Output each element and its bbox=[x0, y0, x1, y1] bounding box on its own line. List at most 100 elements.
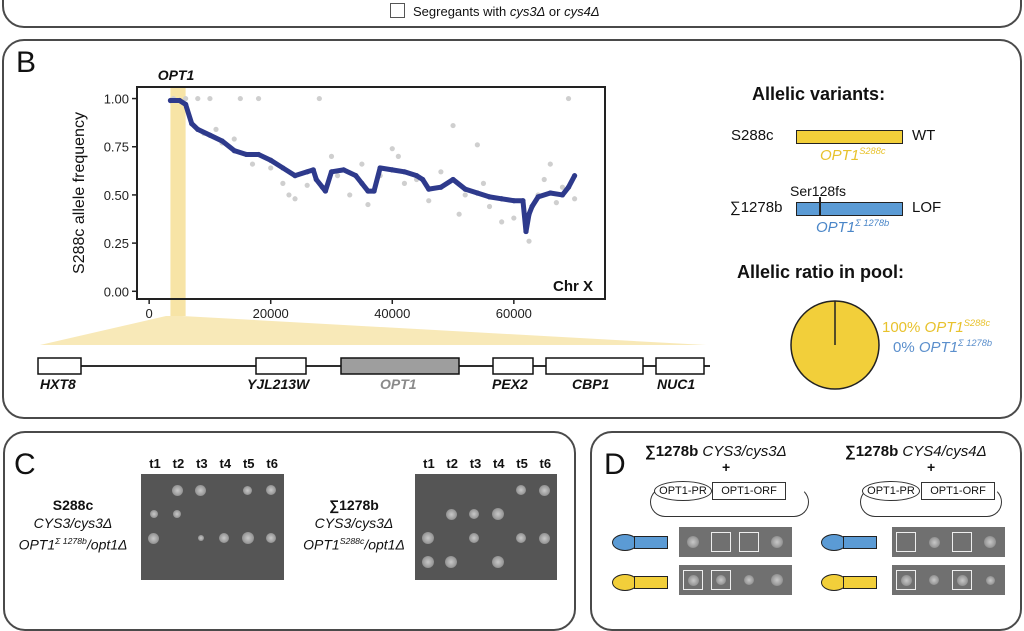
orf-rect bbox=[634, 536, 668, 549]
trend-point bbox=[341, 167, 347, 173]
tetrad-plate-right bbox=[415, 474, 557, 580]
allele-frequency-chart: 0.00 0.25 0.50 0.75 1.00 0 20000 40000 60000 S2… bbox=[37, 67, 710, 375]
trend-point bbox=[389, 167, 395, 173]
allele-text: OPT1 bbox=[18, 536, 56, 553]
raw-point bbox=[347, 192, 353, 198]
allele-sup: S288c bbox=[339, 536, 365, 546]
title-locus: CYS3/cys3Δ bbox=[702, 443, 787, 460]
panel-b-letter: B bbox=[16, 46, 37, 79]
trend-point bbox=[219, 138, 225, 144]
time-label-t2: t2 bbox=[172, 456, 185, 471]
trend-point bbox=[365, 188, 371, 194]
gene-nuc1 bbox=[655, 357, 705, 375]
raw-point bbox=[213, 126, 219, 132]
allelic-variants-title: Allelic variants: bbox=[752, 84, 886, 104]
plasmid-backbone bbox=[650, 487, 809, 517]
trend-point bbox=[547, 190, 553, 196]
raw-point bbox=[389, 146, 395, 152]
colony-spot bbox=[469, 509, 480, 519]
highlight-box bbox=[683, 570, 703, 590]
allele-sup: Σ 1278b bbox=[855, 218, 890, 228]
trend-point bbox=[189, 121, 195, 127]
trend-point bbox=[572, 173, 578, 179]
allele-sup: S288c bbox=[859, 146, 886, 156]
construct-right-title: ∑1278b CYS4/cys4Δ bbox=[845, 443, 987, 460]
ratio-pct: 100% bbox=[882, 319, 921, 336]
colony-spot bbox=[195, 484, 207, 496]
spot-assay-strip bbox=[892, 565, 1005, 595]
gene-label-hxt8: HXT8 bbox=[40, 376, 76, 392]
raw-point bbox=[438, 169, 444, 175]
trend-line bbox=[170, 97, 577, 235]
trend-point bbox=[413, 173, 420, 179]
sigma-status: LOF bbox=[912, 199, 942, 216]
promoter-box: OPT1-PR bbox=[862, 481, 920, 501]
raw-point bbox=[334, 173, 341, 179]
colony-spot bbox=[956, 574, 968, 586]
trend-point bbox=[462, 186, 468, 192]
trend-point bbox=[183, 101, 189, 107]
gene-cbp1 bbox=[545, 357, 644, 375]
allele-sup: S288c bbox=[963, 318, 991, 328]
allele-text: OPT1 bbox=[924, 319, 964, 336]
trend-point bbox=[255, 151, 262, 158]
time-label-t5: t5 bbox=[242, 456, 255, 471]
highlight-label: OPT1 bbox=[158, 67, 195, 83]
colony-spot bbox=[491, 508, 504, 520]
raw-point bbox=[480, 180, 487, 186]
gene-label-cbp1: CBP1 bbox=[572, 376, 610, 392]
strain-locus: CYS3/cys3Δ bbox=[314, 515, 394, 531]
raw-point bbox=[456, 211, 462, 217]
s288c-strain-label: S288c bbox=[731, 127, 774, 144]
colony-spot bbox=[984, 536, 996, 548]
strain-opt1-genotype: OPT1Σ 1278b/opt1Δ bbox=[6, 532, 140, 554]
raw-point bbox=[316, 95, 322, 102]
construct-glyph bbox=[612, 532, 692, 552]
time-label-t1: t1 bbox=[149, 456, 161, 471]
trend-point bbox=[322, 188, 329, 194]
raw-point bbox=[249, 161, 256, 167]
plasmid-left: OPT1-PR OPT1-ORF bbox=[650, 479, 810, 517]
tetrad-plate-left bbox=[141, 474, 284, 580]
allelic-ratio-pie bbox=[790, 300, 880, 390]
sigma-allele-bar bbox=[796, 197, 903, 216]
gene-label-nuc1: NUC1 bbox=[657, 376, 696, 392]
time-label-t4: t4 bbox=[492, 456, 505, 471]
colony-spot bbox=[491, 556, 504, 568]
strain-opt1-genotype: OPT1S288c/opt1Δ bbox=[288, 532, 420, 554]
colony-spot bbox=[744, 575, 754, 585]
colony-spot bbox=[716, 575, 726, 585]
colony-spot bbox=[929, 575, 939, 585]
trend-point bbox=[523, 228, 529, 235]
mutation-label: Ser128fs bbox=[790, 183, 847, 199]
legend-or: or bbox=[545, 4, 565, 19]
colony-spot bbox=[538, 532, 550, 544]
legend-gene-cys4: cys4Δ bbox=[564, 4, 600, 19]
gene-pex2 bbox=[492, 357, 534, 375]
colony-spot bbox=[928, 536, 940, 548]
raw-point bbox=[195, 95, 201, 102]
colony-spot bbox=[421, 532, 434, 544]
x-tick-label: 60000 bbox=[496, 306, 532, 321]
colony-spot bbox=[985, 575, 995, 585]
raw-point bbox=[280, 180, 286, 186]
x-tick-label: 20000 bbox=[253, 306, 289, 321]
highlight-box bbox=[711, 570, 731, 590]
spot-assay-strip bbox=[679, 527, 792, 557]
trend-point bbox=[450, 176, 456, 183]
colony-spot bbox=[687, 536, 699, 548]
raw-point bbox=[572, 196, 578, 202]
raw-point bbox=[462, 192, 468, 198]
s288c-allele-bar bbox=[796, 130, 903, 144]
raw-point bbox=[547, 161, 553, 167]
promoter-box: OPT1-PR bbox=[654, 481, 712, 501]
legend-swatch bbox=[390, 3, 405, 18]
plasmid-right: OPT1-PR OPT1-ORF bbox=[860, 479, 1020, 517]
frameshift-marker bbox=[819, 197, 821, 215]
y-axis-label: S288c allele frequency bbox=[71, 112, 88, 274]
trend-point bbox=[231, 148, 237, 154]
raw-point bbox=[499, 219, 505, 225]
colony-spot bbox=[445, 508, 457, 520]
colony-spot bbox=[445, 556, 458, 568]
chrom-label: Chr X bbox=[553, 278, 593, 295]
